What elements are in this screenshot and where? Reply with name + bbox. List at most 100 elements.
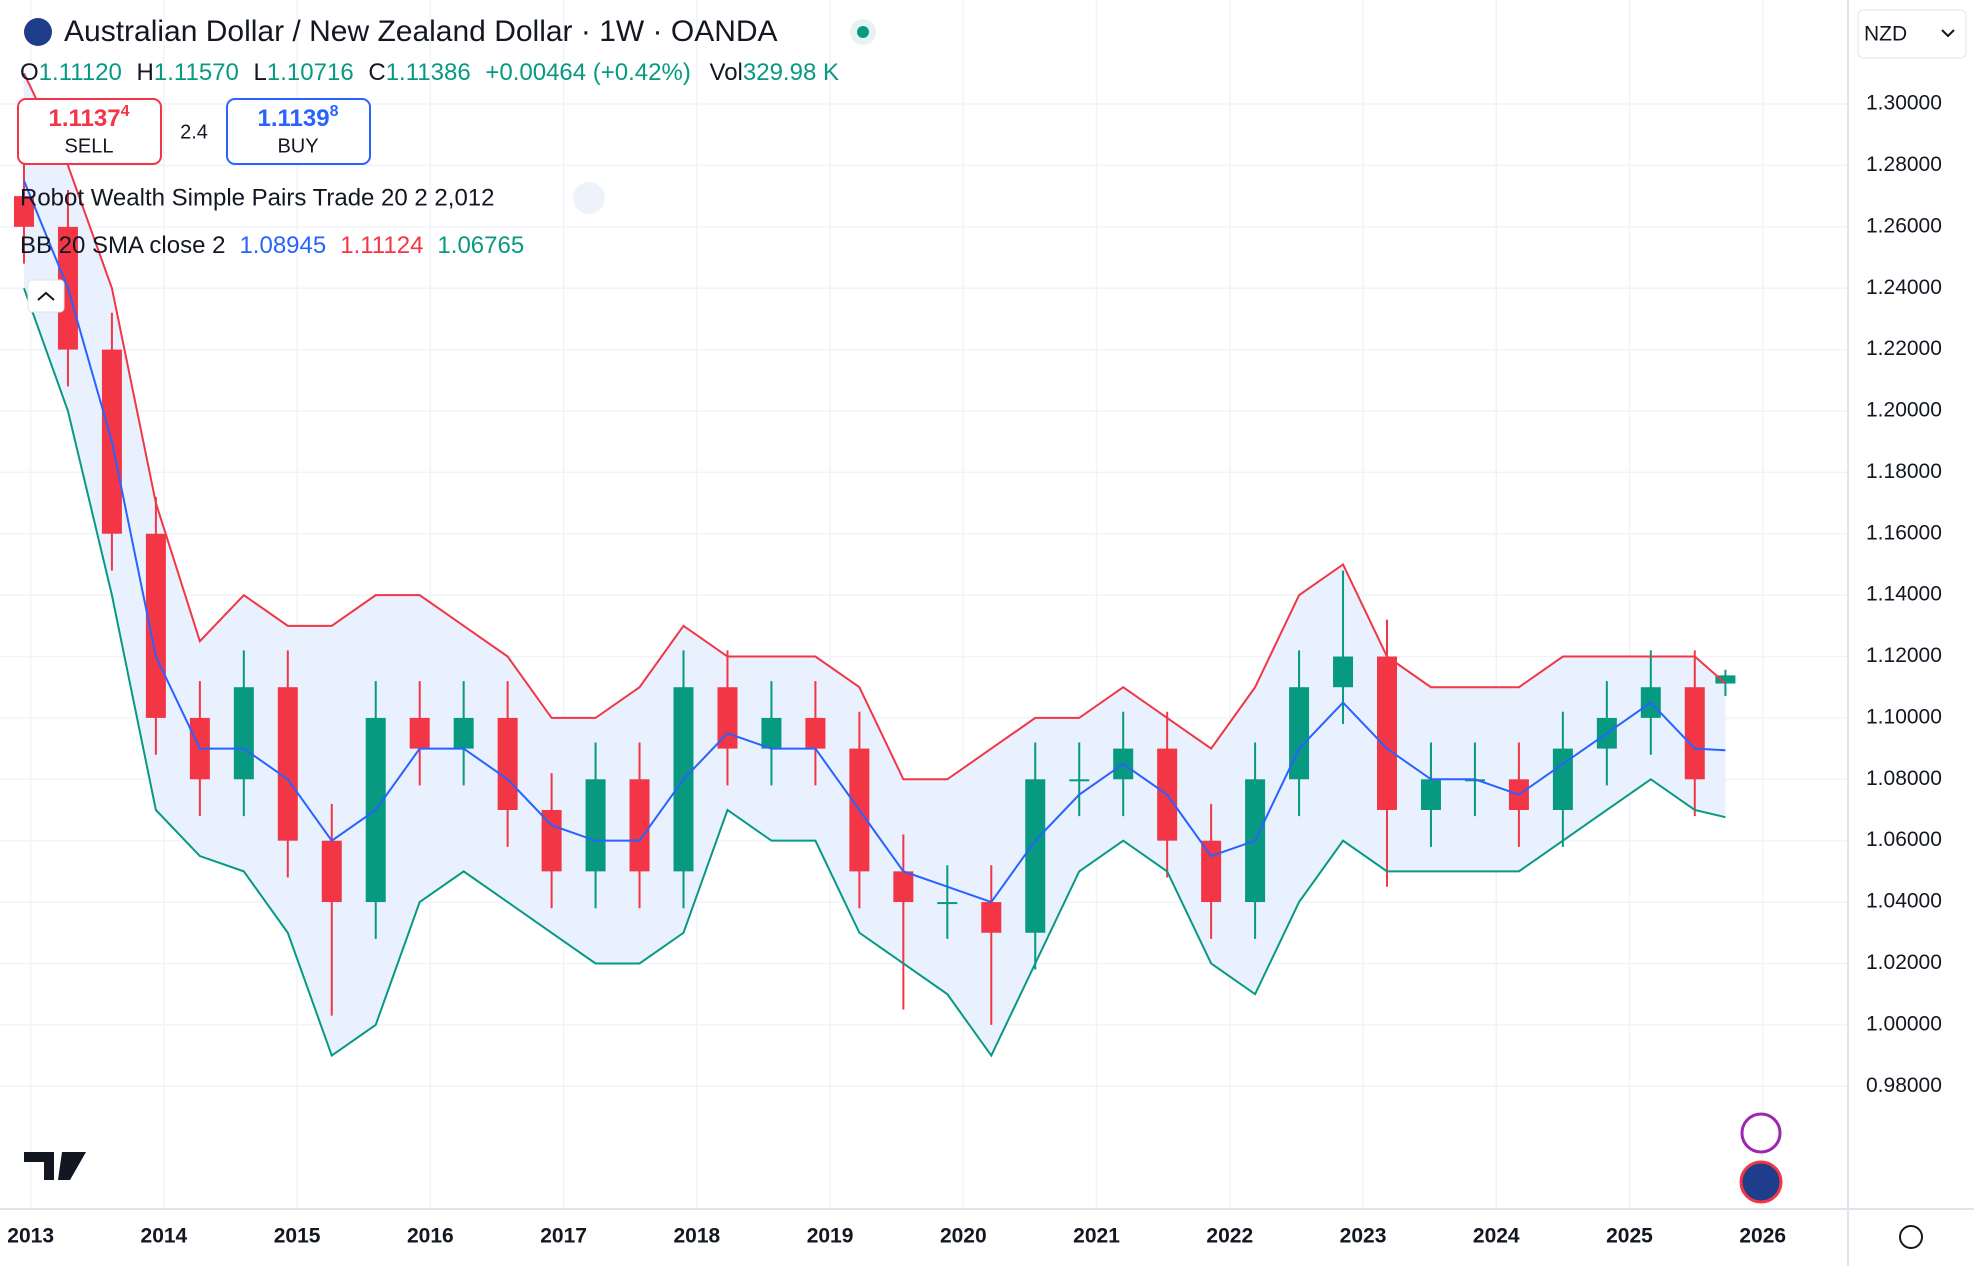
l-label: L bbox=[254, 59, 267, 86]
candle-body bbox=[321, 840, 342, 903]
candle-body bbox=[717, 687, 738, 749]
y-tick-label: 1.10000 bbox=[1866, 705, 1942, 728]
candle-body bbox=[1684, 687, 1705, 780]
h-label: H bbox=[137, 59, 154, 86]
band-fill bbox=[23, 73, 1726, 1056]
band-line bbox=[23, 180, 1726, 904]
candle-body bbox=[1289, 687, 1310, 780]
buy-price-main: 1.1139 bbox=[258, 105, 330, 132]
indicator-icon[interactable] bbox=[573, 182, 605, 214]
y-tick-label: 1.24000 bbox=[1866, 276, 1942, 299]
band-line bbox=[23, 72, 1727, 781]
band-line bbox=[23, 287, 1726, 1058]
candle-body bbox=[761, 717, 782, 749]
currency-select[interactable] bbox=[1857, 9, 1967, 59]
change: +0.00464 (+0.42%) bbox=[485, 59, 691, 86]
x-tick-label: 2013 bbox=[7, 1225, 54, 1248]
bands-legend: BB 20 SMA close 2 1.08945 1.11124 1.06765 bbox=[20, 232, 524, 259]
x-tick-label: 2025 bbox=[1606, 1225, 1653, 1248]
candle-body bbox=[893, 871, 914, 903]
candle-body bbox=[277, 687, 298, 841]
candle-body bbox=[1552, 748, 1573, 810]
y-tick-label: 1.30000 bbox=[1866, 92, 1942, 115]
x-tick-label: 2020 bbox=[940, 1225, 987, 1248]
candle-body bbox=[1069, 779, 1090, 782]
y-tick-label: 1.00000 bbox=[1866, 1012, 1942, 1035]
flag-icon[interactable] bbox=[1739, 1160, 1783, 1204]
bands-label: BB 20 SMA close 2 bbox=[20, 232, 225, 259]
candle-body bbox=[629, 779, 650, 872]
candle-body bbox=[1420, 779, 1441, 810]
collapse-button[interactable] bbox=[27, 279, 65, 313]
y-tick-label: 1.12000 bbox=[1866, 644, 1942, 667]
candle-body bbox=[13, 196, 34, 227]
sell-button[interactable] bbox=[17, 98, 162, 165]
x-tick-label: 2017 bbox=[540, 1225, 587, 1248]
settings-icon[interactable] bbox=[1899, 1225, 1923, 1249]
y-tick-label: 1.04000 bbox=[1866, 890, 1942, 913]
x-tick-label: 2022 bbox=[1206, 1225, 1253, 1248]
x-tick-label: 2026 bbox=[1739, 1225, 1786, 1248]
y-tick-label: 1.08000 bbox=[1866, 767, 1942, 790]
currency-label: NZD bbox=[1864, 23, 1907, 46]
candle-body bbox=[541, 809, 562, 872]
sell-price: 1.11374 bbox=[49, 103, 130, 132]
o-label: O bbox=[20, 59, 39, 86]
basis-value: 1.08945 bbox=[239, 232, 326, 259]
market-status-dot bbox=[857, 26, 869, 38]
upper-value: 1.11124 bbox=[340, 232, 423, 259]
alert-icon[interactable] bbox=[1740, 1112, 1782, 1154]
plot bbox=[0, 0, 1848, 1209]
candle-body bbox=[1376, 656, 1397, 810]
x-tick-label: 2019 bbox=[807, 1225, 854, 1248]
candle-body bbox=[1025, 779, 1046, 933]
candle-body bbox=[409, 717, 430, 749]
o-value: 1.11120 bbox=[39, 59, 122, 86]
y-tick-label: 1.28000 bbox=[1866, 153, 1942, 176]
buy-price: 1.11398 bbox=[258, 103, 339, 132]
candle-body bbox=[453, 717, 474, 749]
candle-body bbox=[805, 717, 826, 749]
l-value: 1.10716 bbox=[267, 59, 354, 86]
buy-pip: 8 bbox=[330, 103, 339, 120]
ohlc-line: O1.11120 H1.11570 L1.10716 C1.11386 +0.0… bbox=[20, 59, 839, 86]
candle-body bbox=[1333, 656, 1354, 688]
candle-body bbox=[497, 717, 518, 810]
y-tick-label: 1.26000 bbox=[1866, 214, 1942, 237]
sell-price-main: 1.1137 bbox=[49, 105, 121, 132]
y-tick-label: 1.18000 bbox=[1866, 460, 1942, 483]
y-tick-label: 1.16000 bbox=[1866, 521, 1942, 544]
sell-pip: 4 bbox=[121, 103, 130, 120]
x-tick-label: 2015 bbox=[274, 1225, 321, 1248]
y-tick-label: 1.22000 bbox=[1866, 337, 1942, 360]
symbol-title: Australian Dollar / New Zealand Dollar ·… bbox=[64, 15, 778, 48]
candle-body bbox=[981, 902, 1002, 933]
y-tick-label: 1.06000 bbox=[1866, 828, 1942, 851]
spread: 2.4 bbox=[180, 121, 208, 143]
y-tick-label: 0.98000 bbox=[1866, 1074, 1942, 1097]
candle-body bbox=[1201, 840, 1222, 903]
candle-body bbox=[233, 687, 254, 780]
buy-button[interactable] bbox=[226, 98, 371, 165]
y-tick-label: 1.14000 bbox=[1866, 583, 1942, 606]
buy-label: BUY bbox=[277, 135, 318, 157]
indicator-label: Robot Wealth Simple Pairs Trade 20 2 2,0… bbox=[20, 184, 495, 211]
x-tick-label: 2023 bbox=[1340, 1225, 1387, 1248]
collapse-caret bbox=[37, 291, 55, 301]
vol-label: Vol bbox=[710, 59, 743, 86]
sell-label: SELL bbox=[65, 135, 114, 157]
dropdown-caret bbox=[1941, 29, 1955, 38]
symbol-flag bbox=[24, 18, 52, 46]
candle-body bbox=[145, 533, 166, 718]
tv-logo bbox=[24, 1152, 86, 1180]
x-tick-label: 2024 bbox=[1473, 1225, 1520, 1248]
x-tick-label: 2018 bbox=[673, 1225, 720, 1248]
candle-body bbox=[585, 779, 606, 872]
lower-value: 1.06765 bbox=[437, 232, 524, 259]
candle-body bbox=[1715, 675, 1736, 684]
c-value: 1.11386 bbox=[386, 59, 471, 86]
x-tick-label: 2021 bbox=[1073, 1225, 1120, 1248]
y-tick-label: 1.20000 bbox=[1866, 399, 1942, 422]
